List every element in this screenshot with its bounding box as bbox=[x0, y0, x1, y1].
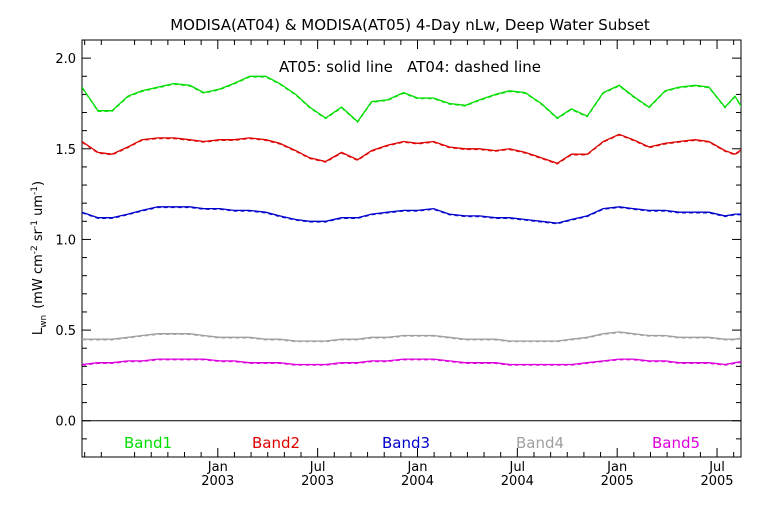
series-line-band2-solid bbox=[82, 133, 741, 165]
series-line-band3-solid bbox=[82, 206, 741, 224]
series-line-band4-solid bbox=[82, 331, 741, 342]
x-tick-year: 2003 bbox=[301, 474, 334, 489]
series-line-band5-solid bbox=[82, 358, 741, 366]
line-style-annotation: AT05: solid line AT04: dashed line bbox=[279, 58, 541, 76]
series-line-band1-solid bbox=[82, 75, 741, 123]
y-tick-label: 0.0 bbox=[55, 415, 76, 430]
series-line-band3-dashed bbox=[82, 207, 741, 225]
plot-axes: 0.00.51.01.52.0Jan2003Jul2003Jan2004Jul2… bbox=[55, 39, 742, 489]
y-tick-label: 2.0 bbox=[55, 52, 76, 67]
legend-label-band5: Band5 bbox=[652, 434, 700, 452]
x-tick-year: 2005 bbox=[700, 474, 733, 489]
legend-label-band4: Band4 bbox=[516, 434, 564, 452]
series-line-band5-dashed bbox=[82, 359, 741, 366]
x-tick-month: Jan bbox=[606, 460, 627, 475]
legend-label-band2: Band2 bbox=[252, 434, 300, 452]
x-tick-month: Jul bbox=[508, 460, 525, 475]
series-line-band4-dashed bbox=[82, 332, 741, 343]
x-tick-year: 2005 bbox=[601, 474, 634, 489]
y-axis-label-main: L bbox=[31, 327, 46, 335]
series-line-band1-dashed bbox=[82, 76, 741, 124]
legend: Band1 Band2 Band3 Band4 Band5 bbox=[124, 434, 700, 452]
x-tick-month: Jul bbox=[309, 460, 326, 475]
plot-frame bbox=[81, 39, 742, 458]
y-axis-label-sub: wn bbox=[39, 315, 49, 328]
y-axis-label-sup1: -2 bbox=[30, 245, 40, 254]
y-tick-label: 1.0 bbox=[55, 233, 76, 248]
x-tick-month: Jul bbox=[708, 460, 725, 475]
y-axis-label-um: um bbox=[31, 195, 46, 220]
y-axis-label-units: (mW cm bbox=[31, 254, 46, 309]
svg-text:Lwn(mW cm-2 sr-1 um-1): Lwn(mW cm-2 sr-1 um-1) bbox=[30, 181, 49, 335]
x-tick-year: 2003 bbox=[201, 474, 234, 489]
y-tick-label: 0.5 bbox=[55, 324, 76, 339]
chart-title: MODISA(AT04) & MODISA(AT05) 4-Day nLw, D… bbox=[170, 16, 650, 34]
y-tick-label: 1.5 bbox=[55, 143, 76, 158]
legend-label-band3: Band3 bbox=[382, 434, 430, 452]
y-axis-label-mid: sr bbox=[31, 228, 46, 245]
x-tick-month: Jan bbox=[406, 460, 427, 475]
x-tick-year: 2004 bbox=[401, 474, 434, 489]
x-tick-year: 2004 bbox=[501, 474, 534, 489]
y-axis-label: Lwn(mW cm-2 sr-1 um-1) bbox=[30, 181, 49, 335]
legend-label-band1: Band1 bbox=[124, 434, 172, 452]
y-axis-label-sup3: -1 bbox=[30, 186, 40, 195]
series-layer bbox=[82, 75, 741, 366]
x-tick-month: Jan bbox=[207, 460, 228, 475]
y-axis-label-close: ) bbox=[31, 181, 46, 186]
series-line-band2-dashed bbox=[82, 134, 741, 165]
y-axis-label-sup2: -1 bbox=[30, 220, 40, 229]
